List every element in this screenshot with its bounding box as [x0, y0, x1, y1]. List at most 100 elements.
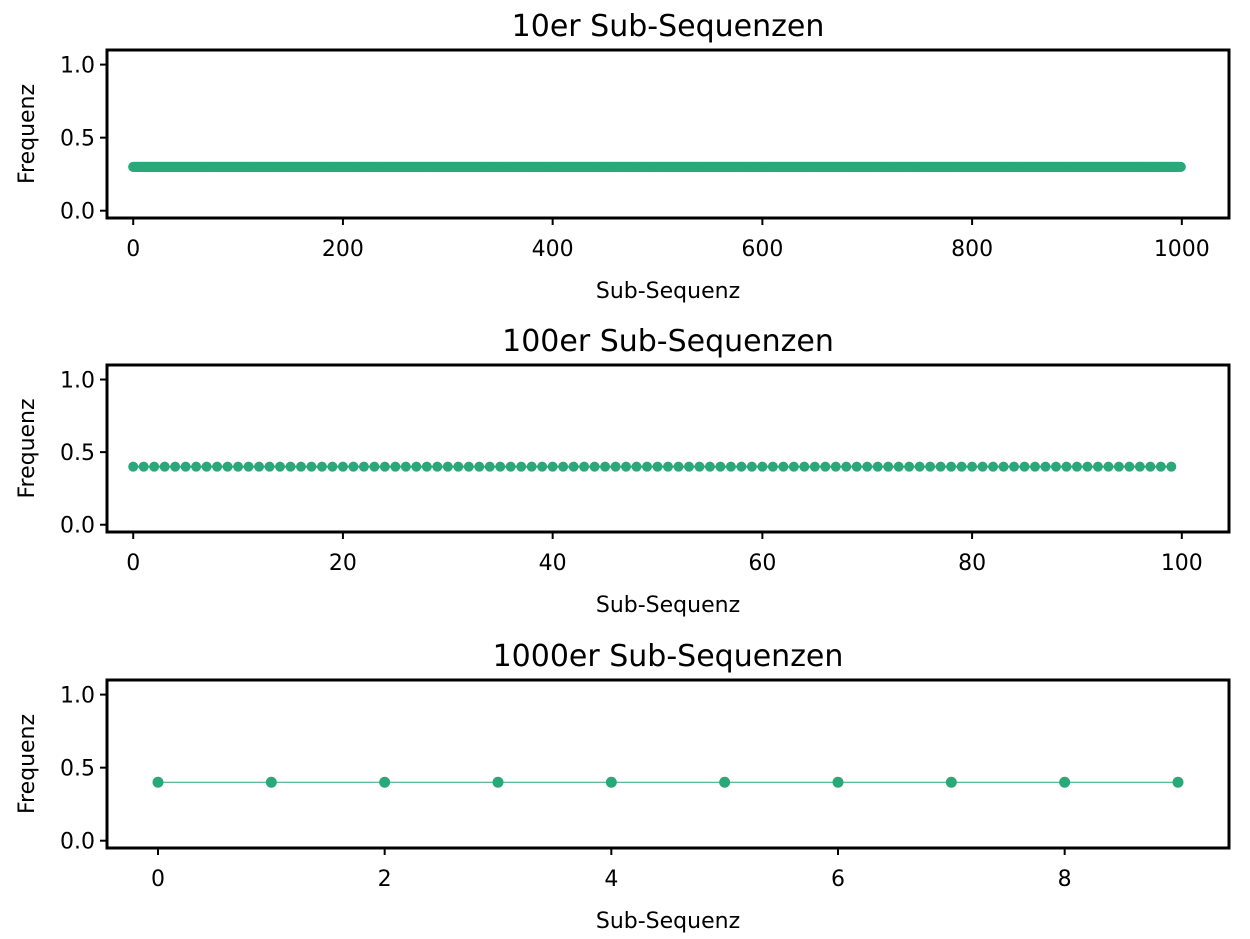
- x-tick-label: 4: [604, 867, 618, 892]
- data-point: [893, 461, 904, 472]
- data-point: [600, 461, 611, 472]
- plot-frame: [105, 48, 1231, 220]
- x-tick-label: 200: [322, 237, 364, 262]
- data-point: [736, 461, 747, 472]
- data-point: [432, 461, 443, 472]
- x-tick-label: 20: [329, 551, 357, 576]
- data-point: [152, 776, 164, 788]
- data-point: [358, 461, 369, 472]
- data-point: [719, 776, 731, 788]
- data-point: [254, 461, 265, 472]
- data-point: [337, 461, 348, 472]
- data-point: [201, 461, 212, 472]
- data-point: [327, 461, 338, 472]
- data-point: [841, 461, 852, 472]
- data-point: [663, 461, 673, 472]
- data-point: [767, 461, 778, 472]
- data-point: [1155, 461, 1166, 472]
- data-point: [138, 461, 149, 472]
- data-point: [830, 461, 841, 472]
- data-point: [946, 461, 957, 472]
- x-tick-label: 8: [1058, 867, 1072, 892]
- data-point: [1166, 461, 1177, 472]
- x-tick-label: 1000: [1154, 237, 1210, 262]
- data-point: [442, 461, 453, 472]
- y-tick-label: 1.0: [60, 369, 95, 394]
- data-point: [1019, 461, 1030, 472]
- data-point: [605, 776, 617, 788]
- data-point: [180, 461, 191, 472]
- x-tick-label: 100: [1161, 551, 1203, 576]
- series-1: [152, 776, 1184, 788]
- data-point: [1134, 461, 1145, 472]
- x-tick-label: 0: [126, 551, 140, 576]
- y-tick-label: 1.0: [60, 54, 95, 79]
- plot-frame: [105, 363, 1231, 534]
- data-point: [1050, 461, 1061, 472]
- subplot-3: 1000er Sub-Sequenzen 0.0 0.5 1.0 0 2 4 6 8 Sub-Se…: [15, 639, 1231, 934]
- data-point: [379, 776, 391, 788]
- subplot-1: 10er Sub-Sequenzen 0.0 0.5 1.0 0 200 400 600 800…: [15, 9, 1231, 304]
- data-point: [1124, 461, 1135, 472]
- y-tick-label: 0.0: [60, 200, 95, 225]
- data-point: [642, 461, 653, 472]
- data-point: [683, 461, 694, 472]
- data-point: [694, 461, 705, 472]
- data-point: [998, 461, 1009, 472]
- x-tick-label: 6: [831, 867, 845, 892]
- subplot-title: 1000er Sub-Sequenzen: [493, 639, 844, 674]
- series-1: [128, 161, 1186, 172]
- data-point: [492, 776, 504, 788]
- x-tick-label: 0: [126, 237, 140, 262]
- data-point: [306, 461, 317, 472]
- y-tick-label: 0.0: [60, 514, 95, 539]
- x-axis-label: Sub-Sequenz: [596, 909, 740, 934]
- data-point: [1059, 776, 1071, 788]
- y-axis-label: Frequenz: [15, 398, 40, 498]
- plot-frame: [105, 678, 1231, 850]
- data-point: [1145, 461, 1156, 472]
- data-point: [295, 461, 306, 472]
- data-point: [715, 461, 726, 472]
- data-point: [516, 461, 527, 472]
- series-1: [128, 461, 1177, 472]
- y-tick-label: 0.5: [60, 757, 95, 782]
- data-point: [495, 461, 506, 472]
- data-point: [589, 461, 600, 472]
- data-point: [369, 461, 380, 472]
- data-point: [809, 461, 820, 472]
- data-point: [233, 461, 244, 472]
- x-tick-label: 400: [532, 237, 574, 262]
- data-point: [925, 461, 936, 472]
- data-point: [631, 461, 642, 472]
- data-point: [652, 461, 663, 472]
- data-point: [977, 461, 988, 472]
- x-tick-label: 600: [741, 237, 783, 262]
- data-point: [746, 461, 757, 472]
- x-tick-label: 60: [748, 551, 776, 576]
- data-point: [400, 461, 411, 472]
- data-point: [610, 461, 621, 472]
- data-point: [673, 461, 684, 472]
- y-axis-label: Frequenz: [15, 714, 40, 814]
- x-tick-label: 0: [151, 867, 165, 892]
- subplot-title: 100er Sub-Sequenzen: [502, 324, 834, 359]
- data-point: [935, 461, 946, 472]
- data-point: [128, 461, 139, 472]
- data-point: [222, 461, 233, 472]
- x-tick-label: 800: [951, 237, 993, 262]
- data-point: [1172, 776, 1184, 788]
- data-point: [820, 461, 831, 472]
- data-point: [379, 461, 390, 472]
- data-point: [170, 461, 181, 472]
- subplot-2: 100er Sub-Sequenzen 0.0 0.5 1.0 0 20 40 60 80 100…: [15, 324, 1231, 618]
- data-point: [1113, 461, 1124, 472]
- data-point: [191, 461, 202, 472]
- data-point: [484, 461, 495, 472]
- data-point: [799, 461, 810, 472]
- data-point: [904, 461, 915, 472]
- data-point: [421, 461, 432, 472]
- data-point: [872, 461, 883, 472]
- data-point: [1040, 461, 1051, 472]
